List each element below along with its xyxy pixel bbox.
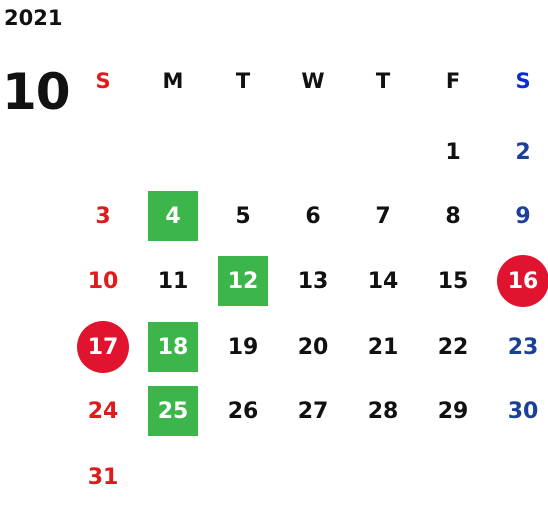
calendar-year: 2021 — [4, 6, 63, 30]
day-cell[interactable]: 8 — [445, 203, 461, 229]
day-cell-highlighted[interactable]: 12 — [208, 248, 278, 314]
day-cell[interactable]: 27 — [297, 398, 329, 424]
weekday-header-mon: M — [162, 69, 184, 93]
day-cell[interactable]: 20 — [297, 334, 329, 360]
day-cell[interactable]: 10 — [87, 268, 119, 294]
day-cell-highlighted[interactable]: 25 — [138, 378, 208, 444]
day-cell[interactable]: 31 — [87, 464, 119, 490]
day-cell[interactable]: 21 — [367, 334, 399, 360]
red-circle-highlight — [497, 255, 548, 307]
day-cell-holiday[interactable]: 17 — [68, 314, 138, 380]
green-highlight — [148, 191, 198, 241]
weekday-header-fri: F — [445, 69, 461, 93]
day-cell[interactable]: 1 — [445, 139, 461, 165]
day-cell[interactable]: 24 — [87, 398, 119, 424]
day-cell[interactable]: 13 — [297, 268, 329, 294]
green-highlight — [148, 322, 198, 372]
weekday-header-sun: S — [95, 69, 111, 93]
day-cell[interactable]: 30 — [507, 398, 539, 424]
day-cell[interactable]: 22 — [437, 334, 469, 360]
day-cell[interactable]: 9 — [515, 203, 531, 229]
red-circle-highlight — [77, 321, 129, 373]
day-cell[interactable]: 28 — [367, 398, 399, 424]
day-cell[interactable]: 7 — [375, 203, 391, 229]
day-cell[interactable]: 26 — [227, 398, 259, 424]
day-cell-highlighted[interactable]: 18 — [138, 314, 208, 380]
day-cell-holiday[interactable]: 16 — [488, 248, 548, 314]
day-cell[interactable]: 6 — [305, 203, 321, 229]
day-cell[interactable]: 3 — [95, 203, 111, 229]
day-cell[interactable]: 11 — [157, 268, 189, 294]
day-cell[interactable]: 14 — [367, 268, 399, 294]
weekday-header-thu: T — [375, 69, 391, 93]
day-cell-highlighted[interactable]: 4 — [138, 183, 208, 249]
day-cell[interactable]: 19 — [227, 334, 259, 360]
day-cell[interactable]: 5 — [235, 203, 251, 229]
day-cell[interactable]: 29 — [437, 398, 469, 424]
day-cell[interactable]: 23 — [507, 334, 539, 360]
day-cell[interactable]: 2 — [515, 139, 531, 165]
weekday-header-tue: T — [235, 69, 251, 93]
weekday-header-sat: S — [515, 69, 531, 93]
green-highlight — [218, 256, 268, 306]
green-highlight — [148, 386, 198, 436]
day-cell[interactable]: 15 — [437, 268, 469, 294]
calendar-month: 10 — [2, 63, 71, 121]
weekday-header-wed: W — [301, 69, 325, 93]
